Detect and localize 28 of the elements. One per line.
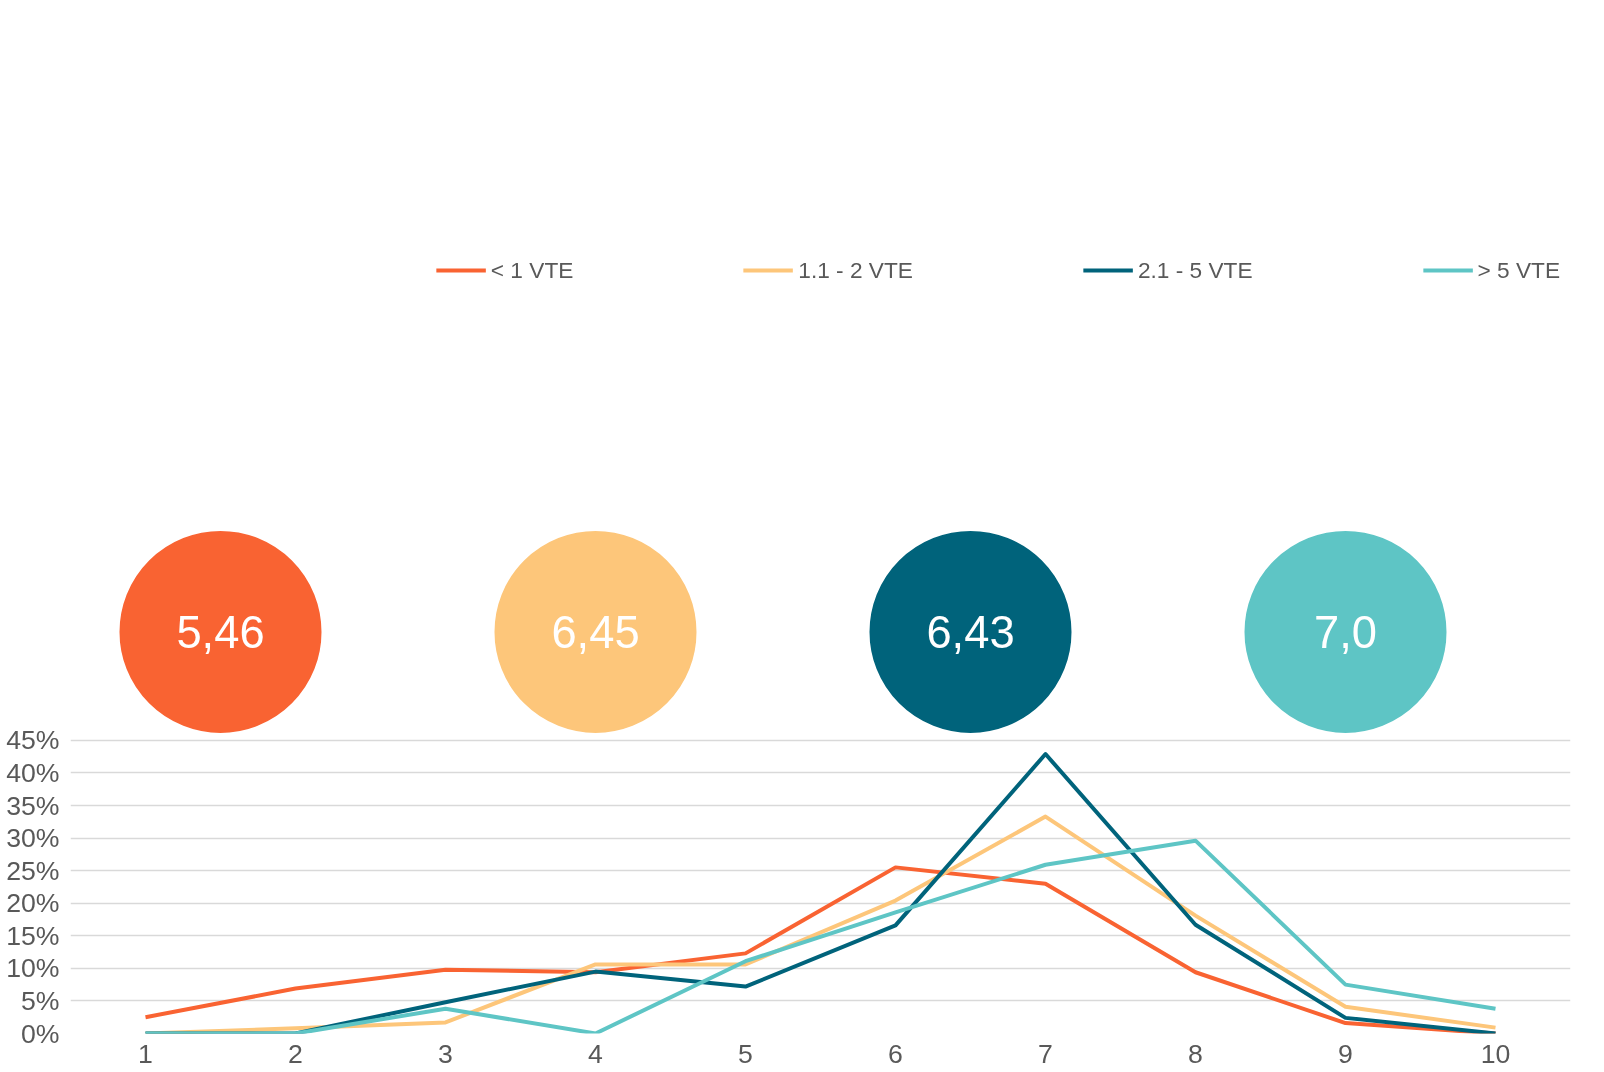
x-tick-label: 7: [1038, 1038, 1053, 1069]
text: 6,43: [926, 606, 1015, 658]
x-tick-label: 3: [438, 1038, 453, 1069]
text: 7,0: [1313, 606, 1378, 658]
x-tick-label: 8: [1188, 1038, 1203, 1069]
y-tick-label: 5%: [20, 985, 60, 1016]
y-tick-label: 0%: [20, 1018, 60, 1049]
y-tick-label: 15%: [6, 920, 60, 951]
y-tick-label: 30%: [6, 823, 60, 854]
legend-label: > 5 VTE: [1477, 256, 1560, 284]
y-tick-label: 20%: [6, 888, 60, 919]
y-tick-label: 25%: [6, 855, 60, 886]
legend-label: 2.1 - 5 VTE: [1137, 256, 1253, 284]
y-tick-label: 45%: [6, 725, 60, 756]
y-tick-label: 10%: [6, 953, 60, 984]
text: 6,45: [551, 606, 640, 658]
x-tick-label: 10: [1480, 1038, 1511, 1069]
x-tick-label: 5: [738, 1038, 753, 1069]
x-tick-label: 4: [588, 1038, 604, 1069]
text: 5,46: [176, 606, 265, 658]
x-tick-label: 1: [138, 1038, 153, 1069]
x-tick-label: 2: [288, 1038, 303, 1069]
y-tick-label: 40%: [6, 757, 60, 788]
x-tick-label: 6: [888, 1038, 903, 1069]
legend-label: 1.1 - 2 VTE: [798, 256, 913, 284]
legend-label: < 1 VTE: [490, 256, 574, 284]
y-tick-label: 35%: [6, 790, 60, 821]
x-tick-label: 9: [1338, 1038, 1353, 1069]
